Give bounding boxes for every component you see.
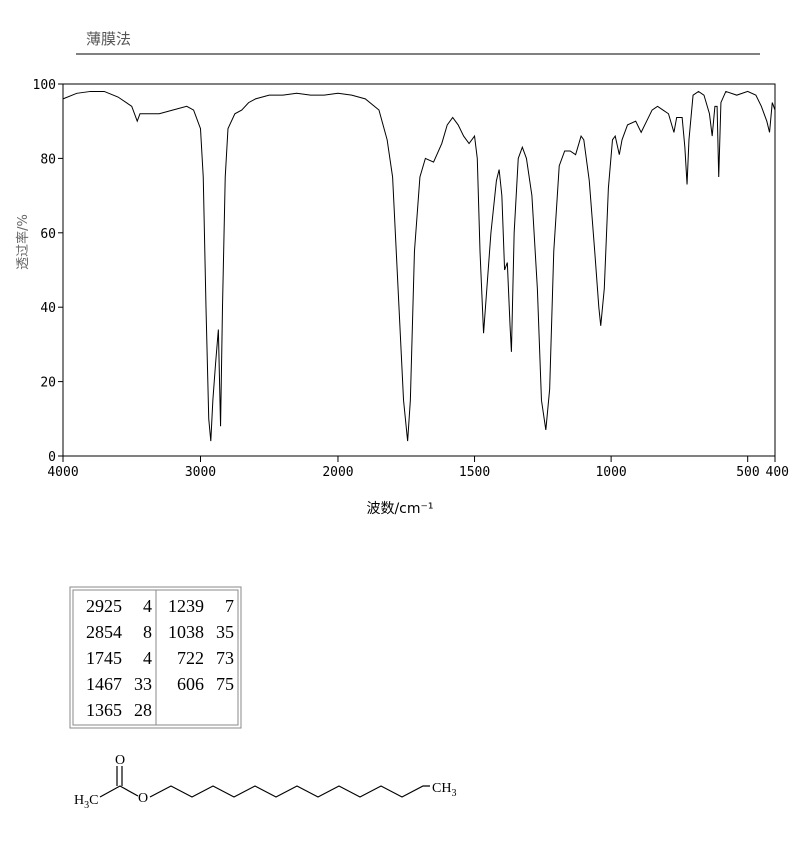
table-wavenumber: 2925 bbox=[86, 596, 122, 616]
x-tick-label: 1000 bbox=[595, 465, 626, 480]
y-tick-label: 20 bbox=[40, 376, 56, 391]
table-transmittance: 75 bbox=[216, 674, 234, 694]
table-transmittance: 33 bbox=[134, 674, 152, 694]
table-transmittance: 8 bbox=[143, 622, 152, 642]
atom-c: C bbox=[89, 793, 98, 808]
table-wavenumber: 606 bbox=[177, 674, 204, 694]
table-wavenumber: 1467 bbox=[86, 674, 122, 694]
x-tick-label: 4000 bbox=[47, 465, 78, 480]
table-transmittance: 4 bbox=[143, 648, 152, 668]
table-transmittance: 35 bbox=[216, 622, 234, 642]
y-tick-label: 80 bbox=[40, 152, 56, 167]
table-wavenumber: 2854 bbox=[86, 622, 122, 642]
plot-frame bbox=[62, 83, 776, 457]
y-tick-label: 40 bbox=[40, 301, 56, 316]
table-frame bbox=[69, 586, 242, 729]
spectrum-line bbox=[62, 90, 776, 442]
table-transmittance: 4 bbox=[143, 596, 152, 616]
header-title: 薄膜法 bbox=[86, 30, 131, 48]
y-tick-label: 100 bbox=[33, 78, 56, 93]
atom-ch: CH bbox=[432, 781, 451, 796]
x-tick-label: 400 bbox=[766, 465, 789, 480]
x-tick-label: 2000 bbox=[322, 465, 353, 480]
x-tick-label: 1500 bbox=[459, 465, 490, 480]
subscript: 3 bbox=[451, 788, 456, 799]
y-tick-label: 60 bbox=[40, 227, 56, 242]
x-axis-label: 波数/cm⁻¹ bbox=[366, 501, 433, 517]
table-wavenumber: 1038 bbox=[168, 622, 204, 642]
x-tick-label: 500 bbox=[736, 465, 759, 480]
x-tick-label: 3000 bbox=[185, 465, 216, 480]
table-transmittance: 73 bbox=[216, 648, 234, 668]
subscript: 3 bbox=[84, 800, 89, 811]
structure-bonds bbox=[99, 766, 430, 798]
table-wavenumber: 1239 bbox=[168, 596, 204, 616]
table-wavenumber: 1365 bbox=[86, 700, 122, 720]
atom-label: CH3 bbox=[432, 781, 456, 799]
table-wavenumber: 1745 bbox=[86, 648, 122, 668]
table-transmittance: 28 bbox=[134, 700, 152, 720]
atom-label: H3C bbox=[74, 793, 98, 811]
atom-h: H bbox=[74, 793, 84, 808]
atom-label: O bbox=[138, 791, 148, 806]
y-axis-label: 透过率/% bbox=[15, 214, 31, 270]
table-wavenumber: 722 bbox=[177, 648, 204, 668]
atom-label: O bbox=[115, 753, 125, 768]
table-transmittance: 7 bbox=[225, 596, 234, 616]
y-tick-label: 0 bbox=[48, 450, 56, 465]
